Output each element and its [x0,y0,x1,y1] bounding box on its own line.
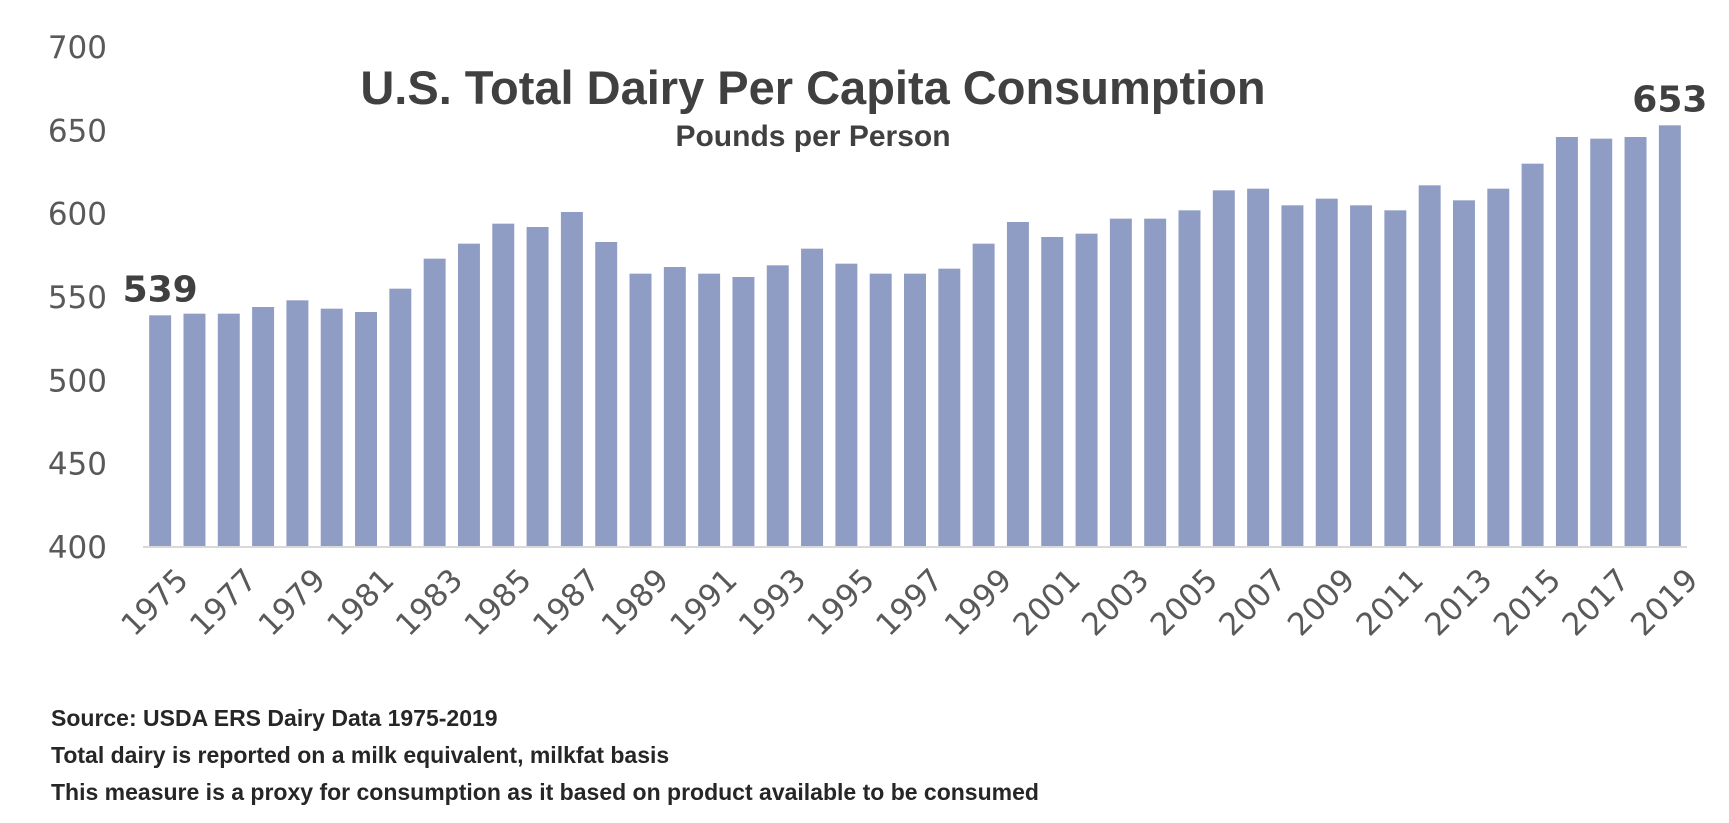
bar-1983 [423,258,446,547]
bar-1986 [526,227,549,547]
data-label-2019: 653 [1632,79,1707,120]
basis-note: Total dairy is reported on a milk equiva… [51,742,669,768]
bar-1981 [355,312,378,547]
x-tick-label: 2011 [1350,562,1431,643]
y-tick-label: 500 [48,363,107,399]
bar-1987 [560,212,583,547]
x-tick-label: 2001 [1006,562,1087,643]
bar-2012 [1418,185,1441,548]
x-tick-label: 1993 [732,562,813,643]
bar-2013 [1452,200,1475,548]
bar-2004 [1144,218,1167,547]
y-tick-label: 400 [48,530,107,566]
bar-2003 [1109,218,1132,547]
bar-2009 [1315,198,1338,547]
bar-1985 [492,223,515,547]
bar-1995 [835,263,858,547]
bar-2001 [1041,237,1064,547]
bars [149,125,1681,548]
y-tick-label: 550 [48,280,107,316]
bar-1978 [252,307,275,547]
y-tick-label: 600 [48,197,107,233]
bar-1976 [183,313,206,547]
bar-1979 [286,300,309,547]
chart-title: U.S. Total Dairy Per Capita Consumption [360,61,1265,114]
x-tick-label: 1985 [458,562,539,643]
y-tick-label: 650 [48,113,107,149]
bar-2008 [1281,205,1304,548]
x-tick-label: 2015 [1487,562,1568,643]
bar-1999 [972,243,995,547]
x-axis-ticks: 1975197719791981198319851987198919911993… [114,562,1705,643]
y-axis-ticks: 400 450 500 550 600 650 700 [48,30,107,566]
x-tick-label: 1979 [252,562,333,643]
x-tick-label: 2007 [1212,562,1293,643]
source-note: Source: USDA ERS Dairy Data 1975-2019 [51,705,498,731]
x-tick-label: 2003 [1075,562,1156,643]
x-tick-label: 1981 [320,562,401,643]
bar-2018 [1624,137,1647,547]
bar-1994 [801,248,824,547]
bar-1982 [389,288,412,547]
x-tick-label: 1977 [183,562,264,643]
x-tick-label: 1991 [663,562,744,643]
chart-subtitle: Pounds per Person [675,120,950,153]
x-tick-label: 2019 [1624,562,1705,643]
bar-2011 [1384,210,1407,548]
bar-2000 [1006,222,1029,547]
x-tick-label: 2009 [1281,562,1362,643]
bar-1989 [629,273,652,547]
bar-1997 [904,273,926,547]
y-tick-label: 450 [48,447,107,483]
bar-2007 [1247,188,1270,547]
bar-1990 [663,267,686,547]
proxy-note: This measure is a proxy for consumption … [51,779,1039,805]
x-tick-label: 1983 [389,562,470,643]
bar-1975 [149,315,172,547]
data-label-1975: 539 [123,269,198,310]
bar-1993 [766,265,789,547]
bar-2016 [1555,137,1578,547]
x-tick-label: 1987 [526,562,607,643]
bar-1988 [595,242,618,547]
bar-1984 [457,243,480,547]
y-tick-label: 700 [48,30,107,66]
bar-2010 [1350,205,1373,548]
x-tick-label: 1989 [595,562,676,643]
x-tick-label: 2013 [1418,562,1499,643]
bar-2017 [1590,138,1613,547]
bar-2014 [1487,188,1510,547]
x-tick-label: 1997 [869,562,950,643]
bar-1991 [698,273,721,547]
bar-1980 [320,308,343,547]
bar-2015 [1521,163,1544,547]
bar-1996 [869,273,892,547]
bar-2006 [1212,190,1235,548]
bar-2002 [1075,233,1098,547]
bar-1992 [732,277,755,547]
bar-2005 [1178,210,1201,548]
x-tick-label: 2005 [1144,562,1225,643]
x-tick-label: 1995 [801,562,882,643]
data-labels: 539 653 [123,79,1708,310]
bar-2019 [1658,125,1681,547]
bar-1977 [217,313,240,547]
x-tick-label: 1975 [114,562,195,643]
x-tick-label: 1999 [938,562,1019,643]
bar-1998 [938,268,961,547]
x-tick-label: 2017 [1555,562,1636,643]
